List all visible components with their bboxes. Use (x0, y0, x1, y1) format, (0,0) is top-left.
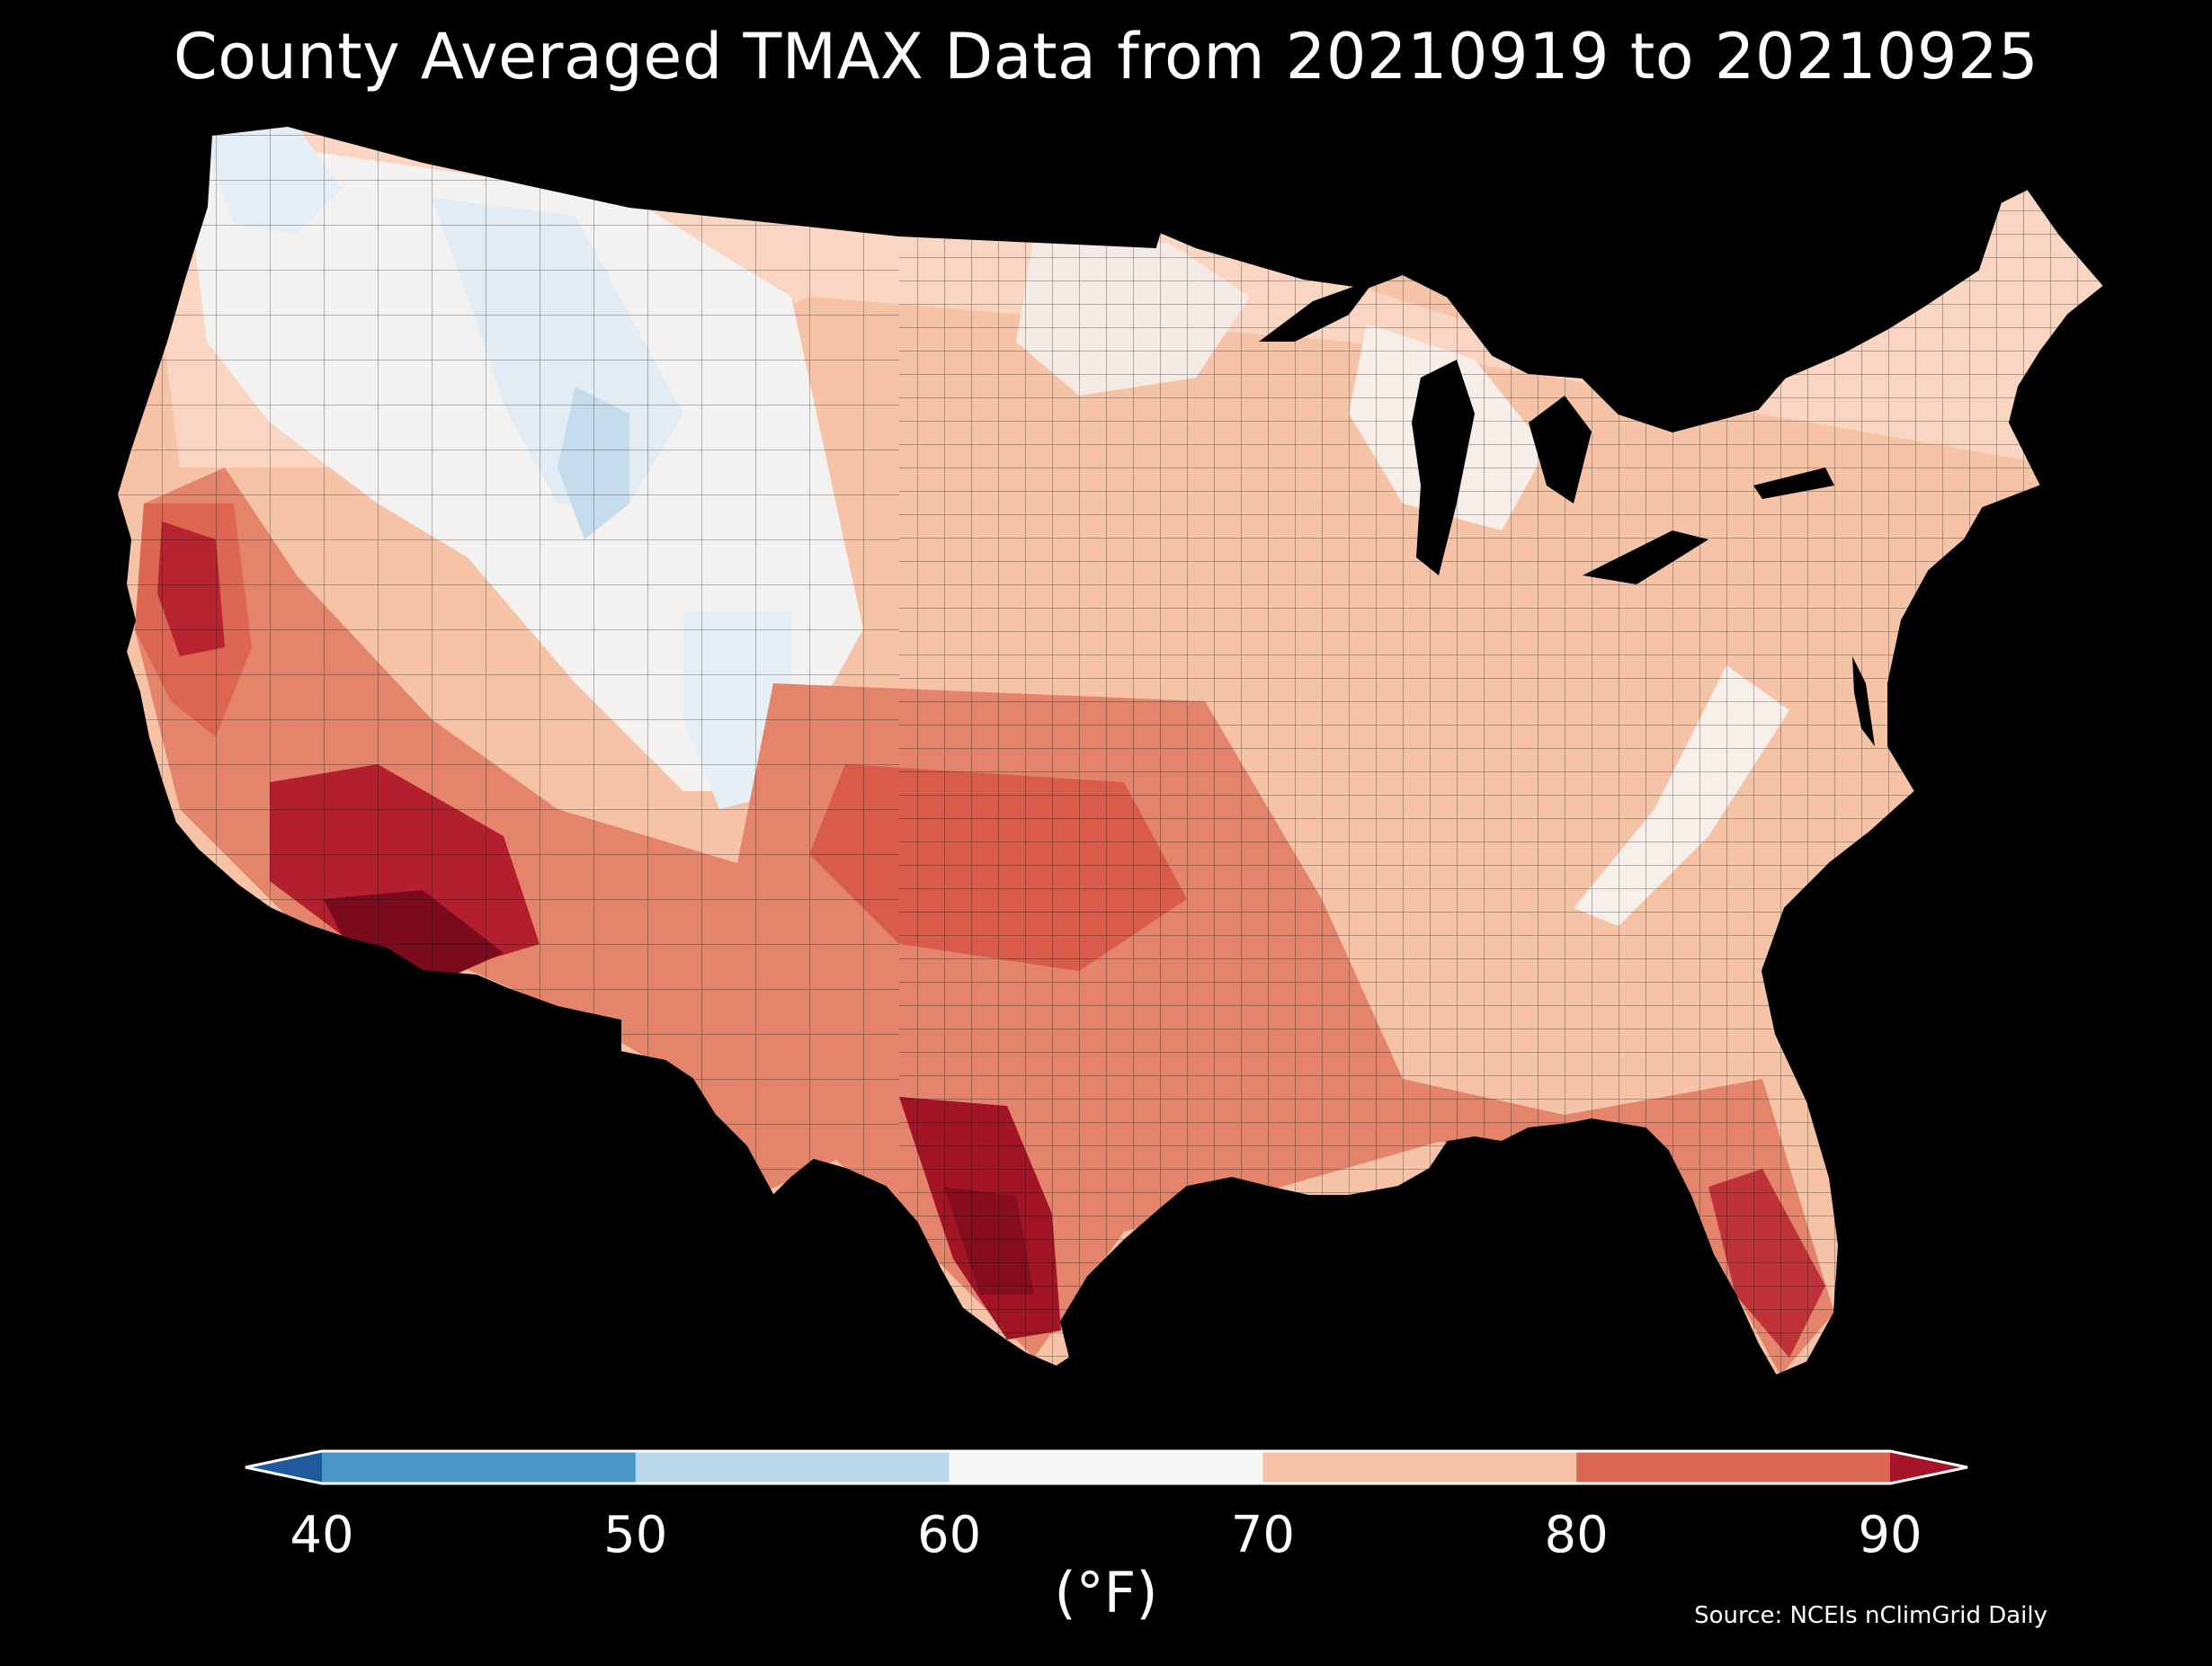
colorbar-bin-50-60 (635, 1451, 950, 1483)
colorbar-bin-40-50 (322, 1451, 637, 1483)
colorbar-extend-low (245, 1451, 322, 1483)
colorbar-tick-label: 80 (1544, 1506, 1609, 1564)
lake-michigan (1412, 360, 1475, 575)
colorbar-tick-label: 90 (1858, 1506, 1922, 1564)
colorbar-bin-80-90 (1576, 1451, 1891, 1483)
map-title: County Averaged TMAX Data from 20210919 … (173, 20, 2039, 94)
chesapeake-bay (1852, 656, 1875, 746)
source-credit: Source: NCEIs nClimGrid Daily (1694, 1602, 2047, 1629)
colorbar-bin-70-80 (1262, 1451, 1577, 1483)
us-outline (115, 124, 2106, 1377)
lake-ontario (1753, 468, 1834, 499)
colorbar-unit-label: (°F) (1054, 1560, 1158, 1626)
colorbar-tick-label: 40 (290, 1506, 354, 1564)
lake-erie (1583, 530, 1708, 584)
colorbar-tick-label: 70 (1230, 1506, 1296, 1564)
lake-huron (1529, 396, 1592, 503)
colorbar-outline (245, 1449, 1968, 1485)
lake-superior (1259, 279, 1376, 342)
colorbar-extend-high (1890, 1451, 1967, 1483)
colorbar-tick-label: 60 (916, 1506, 982, 1564)
colorbar-bin-60-70 (949, 1451, 1263, 1483)
colorbar-tick-label: 50 (603, 1506, 668, 1564)
